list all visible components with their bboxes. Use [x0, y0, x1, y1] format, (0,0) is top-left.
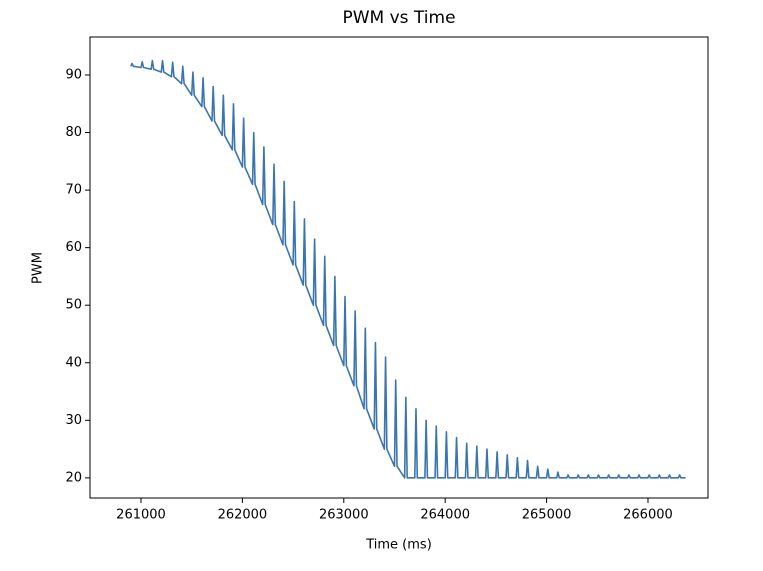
y-tick-label: 30: [65, 413, 82, 428]
x-tick-label: 265000: [522, 508, 572, 523]
x-tick-label: 261000: [116, 508, 166, 523]
y-tick-label: 90: [65, 67, 82, 82]
y-tick-label: 80: [65, 125, 82, 140]
y-tick-label: 60: [65, 240, 82, 255]
chart-title: PWM vs Time: [342, 8, 455, 28]
plot-frame: [89, 36, 709, 499]
x-axis-label: Time (ms): [365, 538, 432, 553]
y-tick-label: 70: [65, 183, 82, 198]
y-tick-label: 50: [65, 298, 82, 313]
x-tick-label: 262000: [218, 508, 268, 523]
data-line: [130, 59, 686, 479]
y-tick-label: 20: [65, 470, 82, 485]
y-axis-label: PWM: [31, 252, 46, 284]
x-tick-label: 263000: [319, 508, 369, 523]
x-tick-label: 264000: [420, 508, 470, 523]
y-tick-label: 40: [65, 355, 82, 370]
x-tick-label: 266000: [623, 508, 673, 523]
